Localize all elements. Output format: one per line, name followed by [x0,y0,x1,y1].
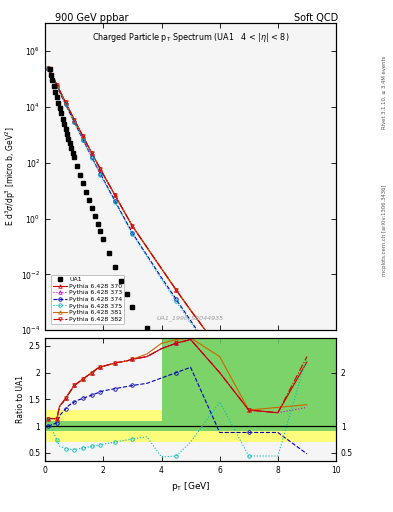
UA1 [72,154,77,160]
UA1 [101,236,106,242]
UA1 [56,100,61,106]
X-axis label: p$_\mathregular{T}$ [GeV]: p$_\mathregular{T}$ [GeV] [171,480,210,493]
UA1 [47,66,52,72]
UA1 [89,205,94,211]
UA1 [107,250,112,257]
UA1 [188,386,193,392]
Legend: UA1, Pythia 6.428 370, Pythia 6.428 373, Pythia 6.428 374, Pythia 6.428 375, Pyt: UA1, Pythia 6.428 370, Pythia 6.428 373,… [51,274,125,324]
UA1 [246,462,251,468]
UA1 [75,163,79,169]
UA1 [130,304,135,310]
UA1 [60,116,65,122]
UA1 [57,105,62,111]
UA1 [124,291,129,297]
UA1 [55,94,59,100]
UA1 [51,83,56,89]
Line: UA1: UA1 [47,67,309,512]
UA1 [86,197,91,203]
Text: mcplots.cern.ch [arXiv:1306.3436]: mcplots.cern.ch [arXiv:1306.3436] [382,185,387,276]
UA1 [159,346,164,352]
UA1 [92,213,97,219]
UA1 [63,125,68,132]
UA1 [50,77,55,83]
UA1 [49,72,53,78]
UA1 [113,264,118,270]
UA1 [174,366,178,372]
UA1 [68,140,72,146]
Y-axis label: E d$^3\sigma$/dp$^3$ [micro b, GeV$^2$]: E d$^3\sigma$/dp$^3$ [micro b, GeV$^2$] [4,127,18,226]
UA1 [78,172,83,178]
UA1 [145,325,149,331]
UA1 [66,136,71,142]
Text: Charged Particle p$_\mathregular{T}$ Spectrum (UA1   4 < |$\eta$| < 8): Charged Particle p$_\mathregular{T}$ Spe… [92,31,289,44]
Text: Rivet 3.1.10, ≥ 3.4M events: Rivet 3.1.10, ≥ 3.4M events [382,55,387,129]
UA1 [62,120,66,126]
UA1 [69,145,74,151]
UA1 [217,425,222,432]
UA1 [203,406,208,412]
UA1 [59,111,64,117]
Text: UA1_1990_S2044935: UA1_1990_S2044935 [157,315,224,321]
Y-axis label: Ratio to UA1: Ratio to UA1 [17,375,26,423]
UA1 [84,189,88,195]
Text: 900 GeV ppbar: 900 GeV ppbar [55,13,129,23]
UA1 [64,131,70,137]
UA1 [275,495,280,501]
UA1 [53,89,58,95]
Text: Soft QCD: Soft QCD [294,13,338,23]
UA1 [70,150,75,156]
UA1 [95,221,100,227]
UA1 [98,228,103,234]
UA1 [81,180,85,186]
UA1 [118,278,123,284]
